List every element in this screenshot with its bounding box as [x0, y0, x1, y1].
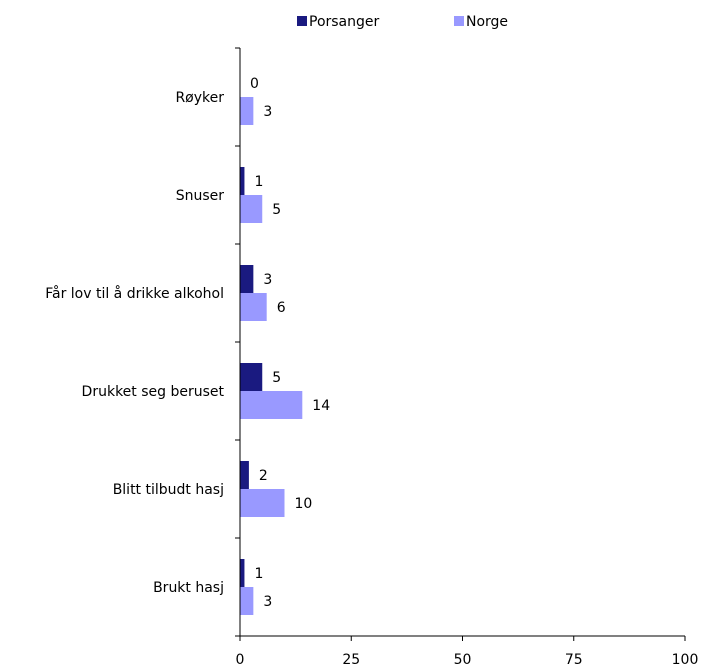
- data-label-norge: 5: [272, 202, 281, 218]
- x-tick-label: 50: [454, 652, 472, 668]
- bar-norge: [240, 97, 254, 125]
- category-label: Drukket seg beruset: [82, 384, 225, 400]
- legend-label-porsanger: Porsanger: [309, 14, 380, 30]
- data-label-norge: 14: [312, 398, 330, 414]
- category-label: Brukt hasj: [153, 580, 224, 596]
- legend-label-norge: Norge: [466, 14, 508, 30]
- data-label-norge: 3: [263, 104, 272, 120]
- data-label-norge: 6: [277, 300, 286, 316]
- x-tick-label: 0: [236, 652, 245, 668]
- bar-norge: [240, 587, 254, 615]
- category-label: Snuser: [176, 188, 225, 204]
- data-label-porsanger: 5: [272, 370, 281, 386]
- data-label-norge: 3: [263, 594, 272, 610]
- legend: Porsanger Norge: [297, 14, 508, 30]
- data-label-norge: 10: [295, 496, 313, 512]
- data-label-porsanger: 2: [259, 468, 268, 484]
- bar-porsanger: [240, 363, 263, 391]
- data-label-porsanger: 0: [250, 76, 259, 92]
- category-label: Røyker: [175, 90, 224, 106]
- bar-norge: [240, 489, 285, 517]
- x-tick-label: 25: [342, 652, 360, 668]
- bar-porsanger: [240, 167, 245, 195]
- data-label-porsanger: 3: [263, 272, 272, 288]
- bar-porsanger: [240, 559, 245, 587]
- bar-porsanger: [240, 461, 249, 489]
- x-tick-label: 100: [672, 652, 699, 668]
- legend-swatch-norge: [454, 16, 464, 26]
- legend-swatch-porsanger: [297, 16, 307, 26]
- category-label: Blitt tilbudt hasj: [113, 482, 224, 498]
- bar-norge: [240, 195, 263, 223]
- x-tick-label: 75: [565, 652, 583, 668]
- bar-norge: [240, 293, 267, 321]
- data-label-porsanger: 1: [254, 174, 263, 190]
- bar-porsanger: [240, 265, 254, 293]
- category-label: Får lov til å drikke alkohol: [45, 285, 224, 302]
- data-label-porsanger: 1: [254, 566, 263, 582]
- axes-group: Røyker Snuser Får lov til å drikke alkohol…: [45, 47, 699, 668]
- bar-norge: [240, 391, 303, 419]
